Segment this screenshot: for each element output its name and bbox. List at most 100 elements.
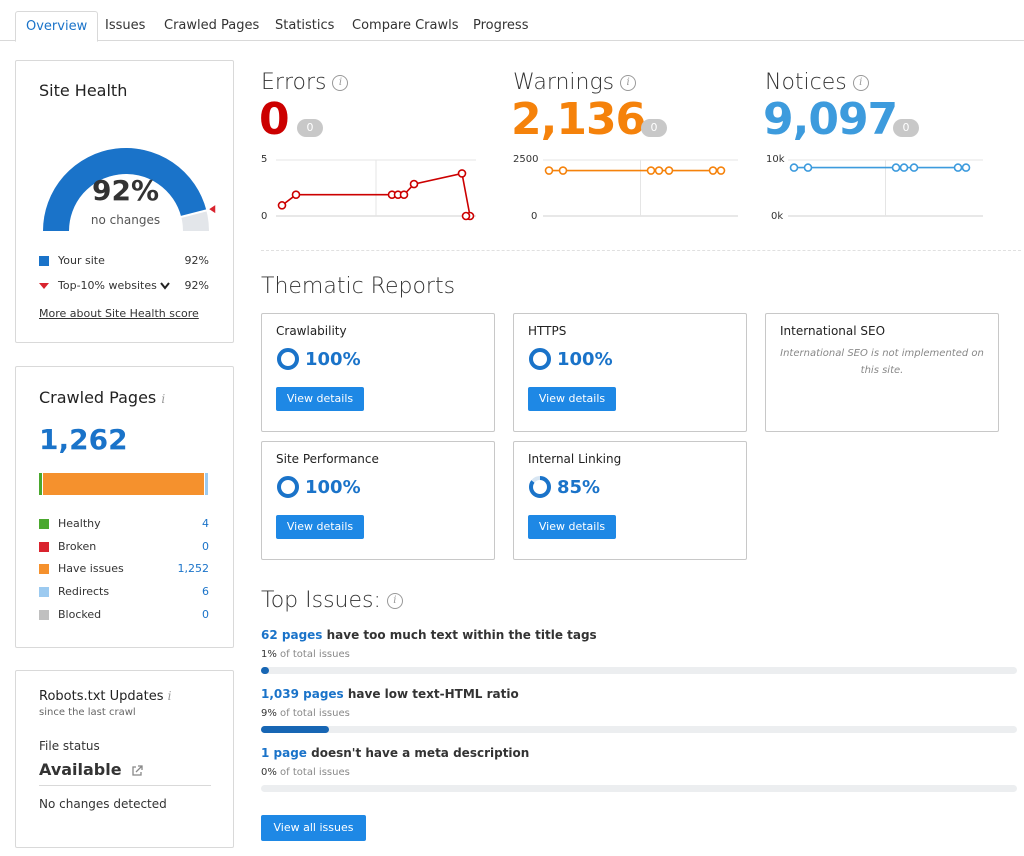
legend-top-sites[interactable]: Top-10% websites 92% [39, 279, 209, 293]
legend-value[interactable]: 0 [202, 540, 209, 553]
data-point [457, 169, 467, 178]
warnings-y-top: 2500 [513, 154, 539, 165]
notices-value[interactable]: 9,097 [763, 94, 898, 145]
info-icon[interactable]: i [386, 593, 403, 609]
data-point [399, 190, 409, 200]
file-status-value[interactable]: Available [39, 760, 143, 779]
crawled-pages-title: Crawled Pages i [39, 388, 166, 407]
view-all-issues-button[interactable]: View all issues [261, 815, 366, 841]
info-icon[interactable]: i [167, 689, 172, 703]
issue-count-link[interactable]: 1 page [261, 746, 307, 760]
legend-redirects[interactable]: Redirects 6 [39, 585, 209, 599]
thematic-card-percent: 100% [305, 349, 361, 370]
issue-share: 1% of total issues [261, 649, 350, 660]
data-point [654, 166, 664, 175]
errors-value[interactable]: 0 [259, 94, 290, 145]
tab-compare-crawls[interactable]: Compare Crawls [352, 18, 459, 33]
site-health-percent: 92% [91, 174, 160, 207]
legend-have-issues[interactable]: Have issues 1,252 [39, 562, 209, 576]
errors-y-bottom: 0 [261, 211, 268, 222]
tab-overview[interactable]: Overview [15, 11, 99, 42]
data-point [664, 166, 674, 175]
thematic-card-crawlability: Crawlability 100% View details [261, 313, 495, 432]
legend-your-site: Your site 92% [39, 254, 209, 268]
thematic-card-name: Site Performance [276, 452, 379, 466]
tab-crawled-pages[interactable]: Crawled Pages [164, 18, 260, 33]
legend-value[interactable]: 6 [202, 585, 209, 598]
legend-value[interactable]: 0 [202, 608, 209, 621]
data-point [646, 166, 656, 175]
legend-label: Your site [58, 254, 105, 267]
warnings-sparkline [543, 159, 738, 217]
view-details-button[interactable]: View details [528, 515, 616, 539]
robots-title: Robots.txt Updates i [39, 689, 172, 704]
score-ring-icon [529, 476, 551, 498]
errors-title: Errors i [261, 70, 349, 95]
broken-swatch [39, 542, 49, 552]
data-point [803, 163, 813, 172]
legend-blocked[interactable]: Blocked 0 [39, 608, 209, 622]
legend-broken[interactable]: Broken 0 [39, 540, 209, 554]
issue-bar [261, 785, 1017, 792]
legend-label: Top-10% websites [58, 279, 171, 292]
view-details-button[interactable]: View details [528, 387, 616, 411]
external-link-icon[interactable] [131, 764, 143, 777]
warnings-value[interactable]: 2,136 [511, 94, 646, 145]
data-point [461, 211, 471, 221]
thematic-card-internal-linking: Internal Linking 85% View details [513, 441, 747, 560]
have-issues-swatch [39, 564, 49, 574]
crawled-pages-total[interactable]: 1,262 [39, 423, 128, 456]
legend-healthy[interactable]: Healthy 4 [39, 517, 209, 531]
view-details-button[interactable]: View details [276, 515, 364, 539]
notices-y-top: 10k [766, 154, 785, 165]
data-point [961, 163, 971, 172]
ring-fill [277, 348, 299, 370]
thematic-card-https: HTTPS 100% View details [513, 313, 747, 432]
tab-statistics[interactable]: Statistics [275, 18, 335, 33]
data-point [409, 179, 419, 189]
bar-segment [43, 473, 205, 495]
issue-text: 62 pages have too much text within the t… [261, 628, 597, 642]
ring-fill [529, 348, 551, 370]
crawled-pages-card: Crawled Pages i 1,262 Healthy 4 Broken 0… [15, 366, 234, 648]
chevron-down-icon[interactable] [160, 282, 171, 290]
info-icon[interactable]: i [620, 75, 637, 91]
view-details-button[interactable]: View details [276, 387, 364, 411]
issue-share: 9% of total issues [261, 708, 350, 719]
issue-count-link[interactable]: 1,039 pages [261, 687, 344, 701]
redirects-swatch [39, 587, 49, 597]
more-about-site-health-link[interactable]: More about Site Health score [39, 307, 199, 320]
issue-item: 1,039 pages have low text-HTML ratio 9% … [261, 687, 1017, 733]
thematic-card-name: International SEO [780, 324, 886, 338]
thematic-card-percent: 100% [557, 349, 613, 370]
robots-changes: No changes detected [39, 797, 167, 811]
thematic-card-name: Crawlability [276, 324, 347, 338]
thematic-card-name: Internal Linking [528, 452, 622, 466]
legend-label: Healthy [58, 517, 101, 530]
data-point [544, 166, 554, 175]
info-icon[interactable]: i [161, 392, 166, 406]
robots-card: Robots.txt Updates i since the last craw… [15, 670, 234, 848]
top-issues-title: Top Issues: i [261, 588, 403, 613]
tab-issues[interactable]: Issues [105, 18, 146, 33]
thematic-card-name: HTTPS [528, 324, 567, 338]
legend-value[interactable]: 1,252 [177, 562, 210, 575]
errors-badge: 0 [297, 119, 323, 137]
thematic-card-international-seo: International SEO International SEO is n… [765, 313, 999, 432]
data-point [953, 163, 963, 172]
score-ring-icon [277, 348, 299, 370]
issue-item: 1 page doesn't have a meta description 0… [261, 746, 1017, 792]
tab-progress[interactable]: Progress [473, 18, 529, 33]
issue-item: 62 pages have too much text within the t… [261, 628, 1017, 674]
info-icon[interactable]: i [332, 75, 349, 91]
issue-bar [261, 726, 1017, 733]
issue-count-link[interactable]: 62 pages [261, 628, 323, 642]
thematic-card-percent: 85% [557, 477, 601, 498]
info-icon[interactable]: i [852, 75, 869, 91]
file-status-label: File status [39, 739, 100, 753]
errors-y-top: 5 [261, 154, 268, 165]
issue-bar [261, 667, 1017, 674]
data-point [909, 163, 919, 172]
legend-value[interactable]: 4 [202, 517, 209, 530]
site-health-title: Site Health [39, 81, 128, 100]
